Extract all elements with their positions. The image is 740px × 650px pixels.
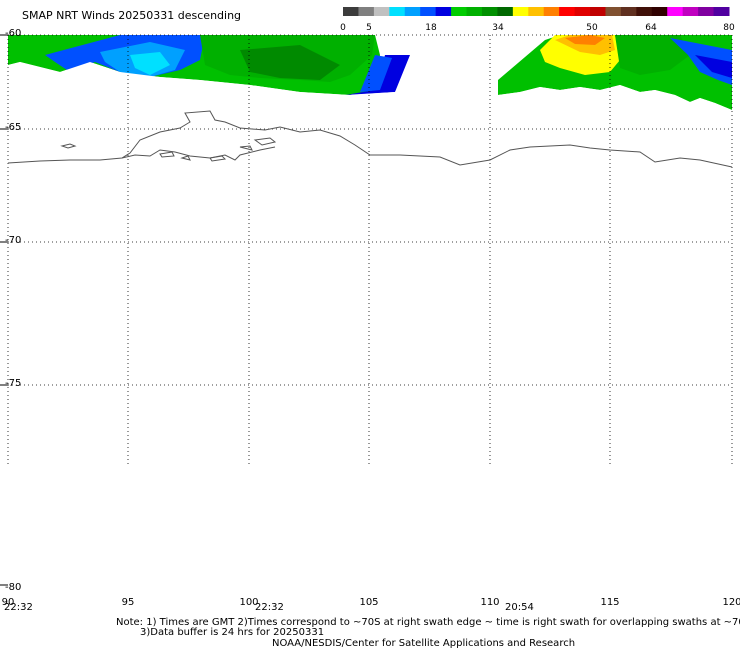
colorbar-segment — [497, 7, 514, 16]
wind-swath-right — [498, 35, 732, 110]
colorbar-segment — [420, 7, 437, 16]
longitude-label: 120 — [722, 597, 740, 608]
colorbar-tick-label: 18 — [425, 23, 437, 33]
colorbar-segment — [451, 7, 468, 16]
longitude-label: 90 — [2, 597, 15, 608]
colorbar-segment — [389, 7, 406, 16]
colorbar-tick-label: 5 — [366, 23, 372, 33]
longitude-label: 105 — [359, 597, 378, 608]
colorbar-segment — [528, 7, 545, 16]
longitude-labels: 90 95 100 105 110 115 120 — [2, 597, 740, 608]
colorbar-segment — [373, 7, 390, 16]
colorbar-segment — [481, 7, 498, 16]
colorbar-segment — [636, 7, 653, 16]
colorbar-segment — [651, 7, 668, 16]
colorbar-tick-label: 0 — [340, 23, 346, 33]
latitude-label: -75 — [5, 378, 21, 389]
colorbar-segment — [543, 7, 560, 16]
swath-time-label: 22:32 — [255, 602, 284, 613]
colorbar-segment — [512, 7, 529, 16]
colorbar-tick-label: 34 — [492, 23, 504, 33]
latitude-label: -65 — [5, 122, 21, 133]
map-title: SMAP NRT Winds 20250331 descending — [22, 9, 242, 22]
colorbar-segment — [605, 7, 622, 16]
colorbar-segment — [343, 7, 359, 16]
swath-time-label: 22:32 — [4, 602, 33, 613]
colorbar-segment — [698, 7, 715, 16]
longitude-label: 100 — [239, 597, 258, 608]
colorbar-tick-label: 64 — [645, 23, 657, 33]
colorbar-segment — [620, 7, 637, 16]
colorbar-segment — [682, 7, 699, 16]
latitude-label: -60 — [5, 28, 21, 39]
colorbar-segment — [559, 7, 576, 16]
credit-line: NOAA/NESDIS/Center for Satellite Applica… — [272, 638, 576, 649]
latitude-labels: -60 -65 -70 -75 -80 — [5, 28, 21, 593]
coastline — [7, 110, 733, 168]
swath-time-label: 20:54 — [505, 602, 534, 613]
longitude-label: 110 — [480, 597, 499, 608]
note-line-2: 3)Data buffer is 24 hrs for 20250331 — [140, 627, 325, 638]
color-bar: 0 5 18 34 50 64 80 — [340, 7, 735, 33]
longitude-label: 115 — [600, 597, 619, 608]
lat-lon-grid — [0, 34, 733, 586]
colorbar-segment — [435, 7, 452, 16]
colorbar-segment — [590, 7, 606, 16]
latitude-label: -80 — [5, 582, 21, 593]
colorbar-segment — [713, 7, 730, 16]
colorbar-tick-label: 80 — [723, 23, 735, 33]
colorbar-segment — [358, 7, 375, 16]
latitude-label: -70 — [5, 235, 21, 246]
longitude-label: 95 — [122, 597, 135, 608]
colorbar-segment — [574, 7, 591, 16]
wind-swath-left — [8, 35, 410, 95]
colorbar-segment — [466, 7, 483, 16]
colorbar-segment — [404, 7, 421, 16]
swath-time-labels: 22:32 22:32 20:54 — [4, 602, 534, 613]
colorbar-tick-label: 50 — [586, 23, 598, 33]
note-line-1: Note: 1) Times are GMT 2)Times correspon… — [116, 617, 740, 628]
colorbar-segment — [667, 7, 684, 16]
